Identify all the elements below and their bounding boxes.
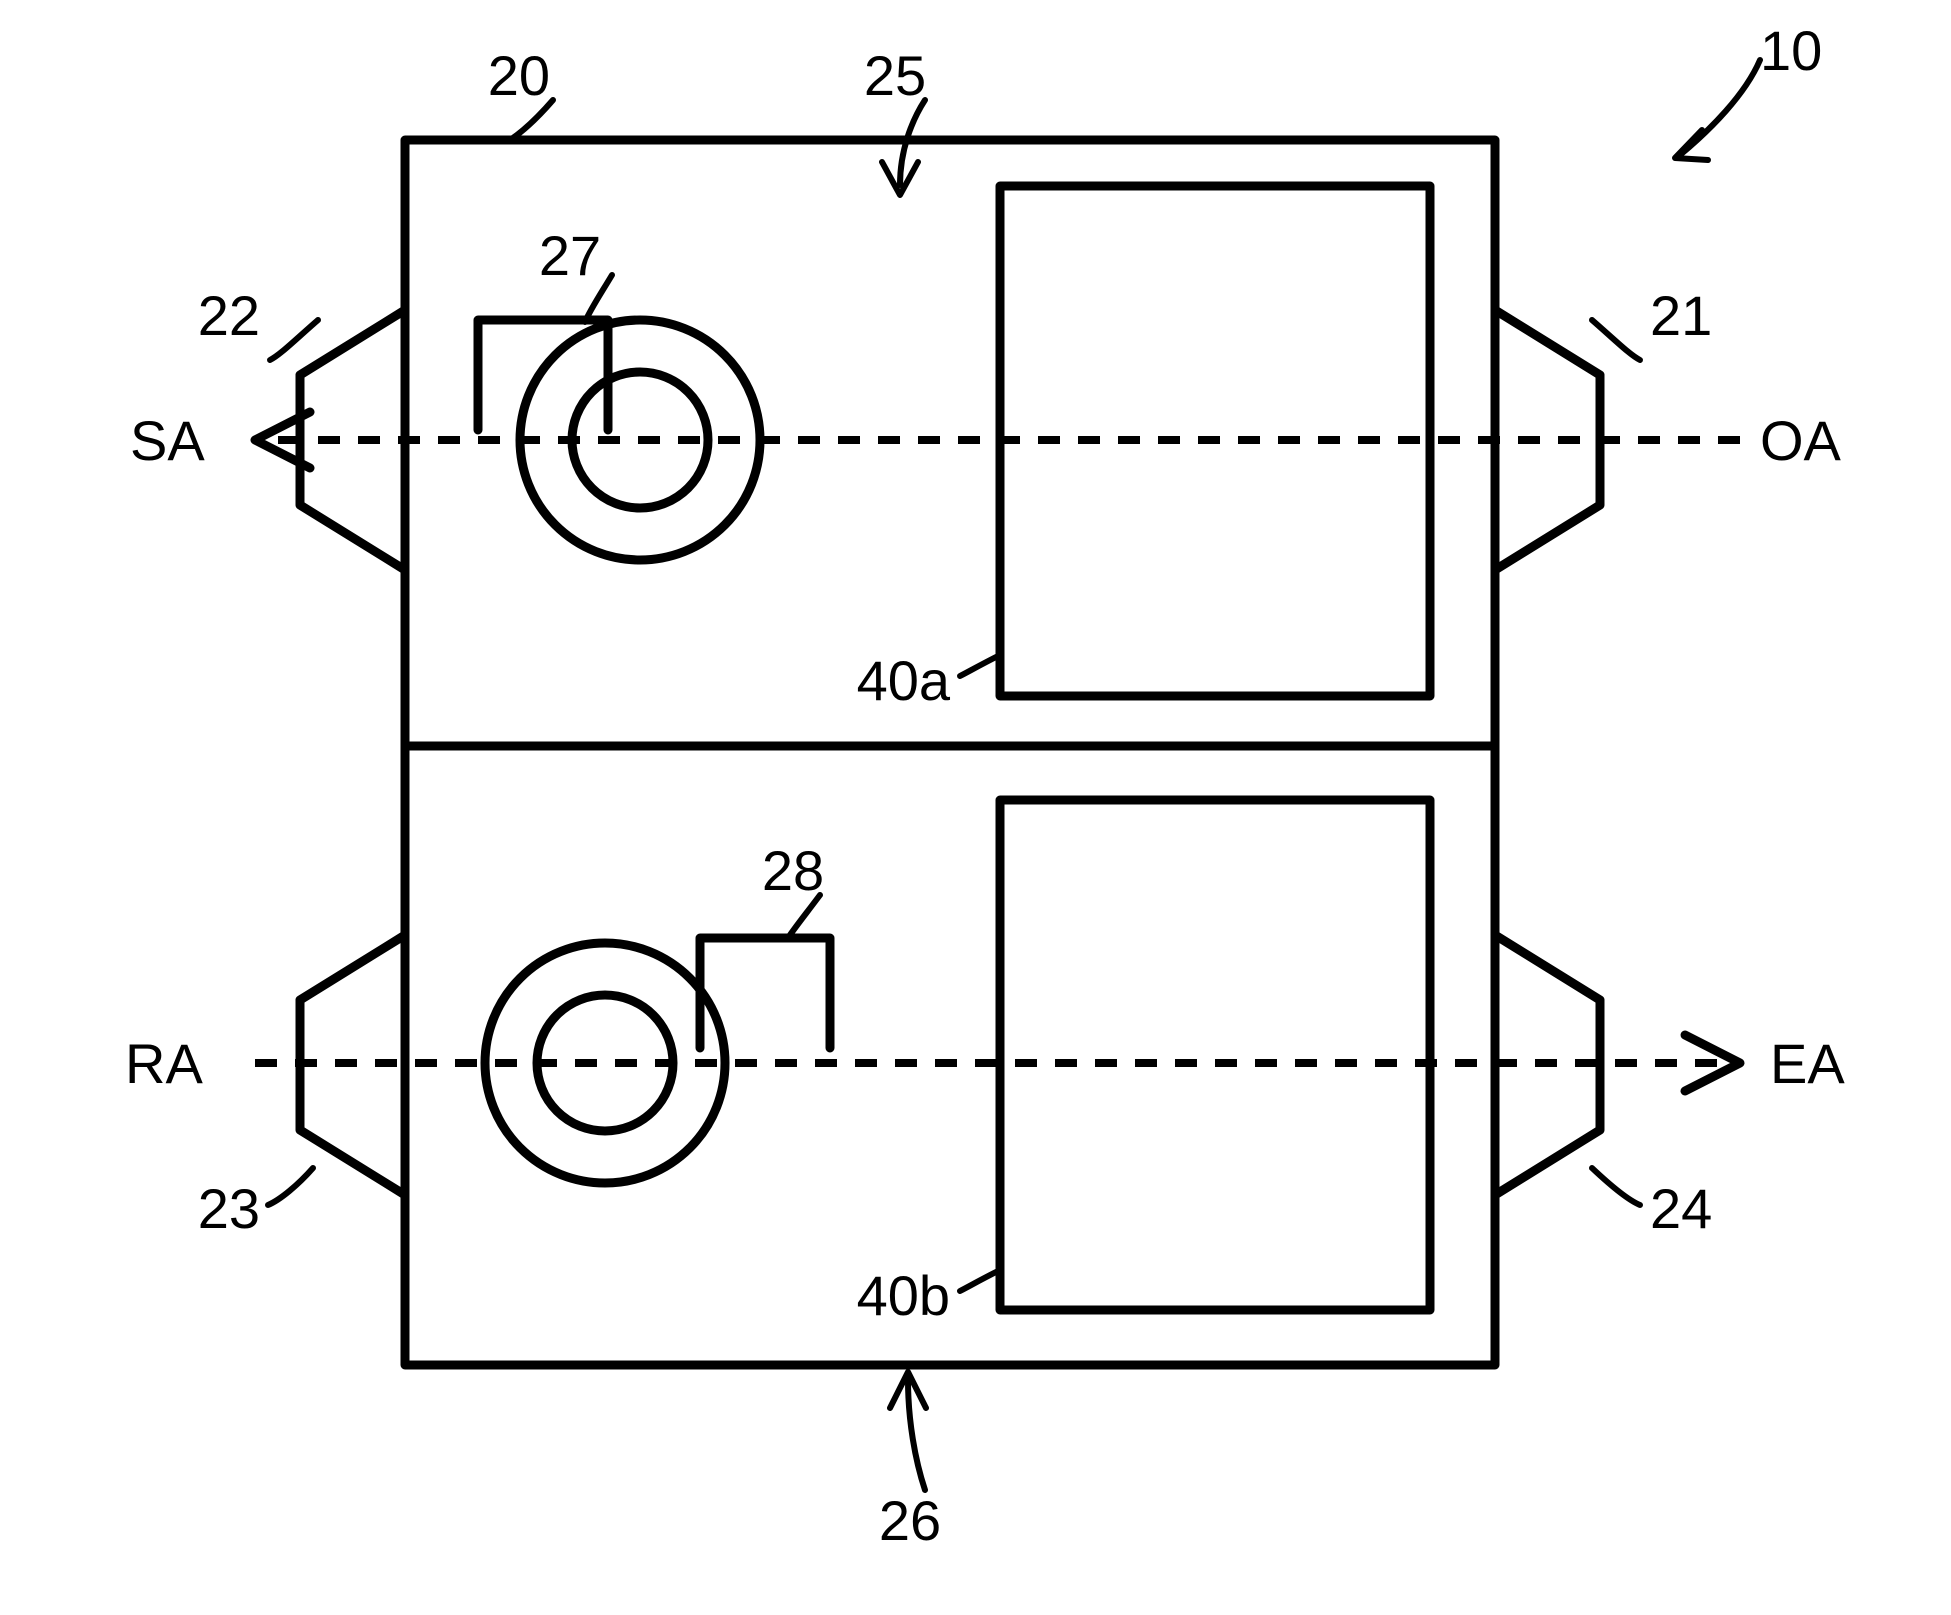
label-40a: 40a — [857, 649, 951, 712]
leader-23 — [268, 1168, 313, 1205]
leader-21 — [1592, 320, 1640, 360]
label-40b: 40b — [857, 1264, 950, 1327]
label-10: 10 — [1760, 19, 1822, 82]
label-22: 22 — [198, 284, 260, 347]
label-24: 24 — [1650, 1177, 1712, 1240]
label-SA: SA — [130, 409, 205, 472]
leader-22 — [270, 320, 318, 360]
label-25: 25 — [864, 44, 926, 107]
filter-40b — [1000, 800, 1430, 1310]
leader-26 — [890, 1372, 926, 1490]
label-EA: EA — [1770, 1032, 1845, 1095]
label-26: 26 — [879, 1489, 941, 1552]
label-20: 20 — [488, 44, 550, 107]
leader-40b — [960, 1270, 1000, 1291]
label-28: 28 — [762, 839, 824, 902]
leader-10 — [1675, 60, 1760, 160]
leader-25 — [882, 100, 925, 195]
port-21 — [1495, 310, 1600, 570]
label-OA: OA — [1760, 409, 1842, 472]
label-27: 27 — [539, 224, 601, 287]
label-23: 23 — [198, 1177, 260, 1240]
label-21: 21 — [1650, 284, 1712, 347]
label-RA: RA — [125, 1032, 203, 1095]
leader-40a — [960, 655, 1000, 676]
leader-24 — [1592, 1168, 1640, 1205]
port-22 — [300, 310, 405, 570]
